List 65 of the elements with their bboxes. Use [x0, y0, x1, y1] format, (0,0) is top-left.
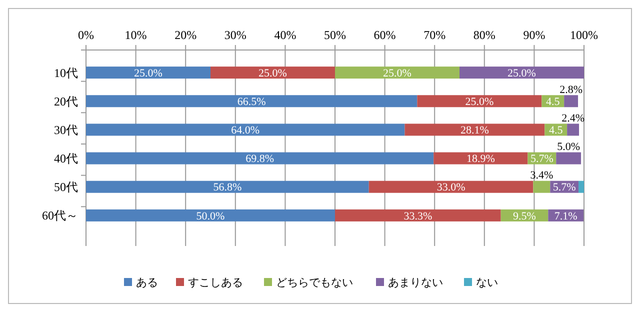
data-label: 5.0%: [557, 141, 580, 154]
data-label: 4.5: [548, 124, 564, 137]
x-tick-label: 100%: [570, 28, 598, 42]
data-label: 25.0%: [383, 67, 412, 80]
x-tick-label: 10%: [124, 28, 147, 42]
bar: [335, 66, 460, 79]
bar: [567, 124, 580, 136]
x-tick-label: 30%: [224, 28, 246, 42]
data-label: 33.3%: [404, 210, 432, 222]
y-tick-label: 60代～: [42, 208, 78, 223]
x-tick-label: 20%: [174, 28, 197, 42]
y-tick-label: 30代: [54, 122, 78, 137]
y-tick-label: 10代: [54, 66, 78, 80]
data-label: 56.8%: [213, 182, 242, 194]
data-label: 64.0%: [231, 124, 260, 137]
data-label: 66.5%: [237, 96, 266, 108]
bar: [434, 152, 528, 164]
x-tick-label: 90%: [523, 28, 546, 42]
bar: [86, 124, 405, 136]
bar: [564, 95, 578, 108]
data-label: 4.5: [546, 96, 560, 108]
data-label: 50.0%: [196, 210, 225, 222]
bar: [578, 180, 584, 193]
bar: [368, 180, 534, 193]
y-tick-label: 40代: [54, 151, 78, 166]
legend-label: すこしある: [188, 276, 243, 289]
data-label: 3.4%: [530, 170, 554, 182]
x-tick-label: 50%: [324, 28, 346, 42]
legend-label: どちらでもない: [276, 276, 353, 289]
bar: [417, 95, 542, 108]
bar: [86, 152, 434, 164]
data-label: 2.4%: [562, 112, 585, 125]
legend-label: ない: [476, 276, 498, 289]
data-label: 5.7%: [530, 153, 554, 166]
data-label: 25.0%: [258, 67, 287, 80]
data-label: 2.8%: [560, 84, 583, 96]
data-label: 25.0%: [134, 67, 162, 80]
bar: [335, 209, 501, 222]
data-label: 28.1%: [460, 124, 489, 137]
bar: [556, 152, 582, 164]
data-label: 69.8%: [246, 153, 274, 166]
data-label: 9.5%: [513, 210, 536, 222]
y-tick-label: 50代: [54, 180, 78, 194]
data-label: 25.0%: [508, 67, 536, 80]
bar: [86, 180, 369, 193]
data-label: 25.0%: [465, 96, 494, 108]
data-label: 7.1%: [554, 210, 578, 222]
x-tick-label: 80%: [473, 28, 496, 42]
x-tick-label: 40%: [274, 28, 296, 42]
y-tick-label: 20代: [54, 94, 78, 108]
bar: [210, 66, 335, 79]
data-label: 33.0%: [436, 182, 466, 194]
bar: [86, 95, 418, 108]
bar: [86, 209, 335, 222]
bar: [86, 66, 210, 79]
bar: [533, 180, 550, 193]
legend-label: あまりない: [388, 276, 443, 289]
bar: [404, 124, 545, 136]
legend-label: ある: [136, 276, 158, 289]
data-label: 5.7%: [552, 182, 576, 194]
x-tick-label: 0%: [78, 28, 94, 42]
x-tick-label: 60%: [374, 28, 396, 42]
x-tick-label: 70%: [424, 28, 446, 42]
data-label: 18.9%: [466, 153, 495, 166]
bar: [460, 66, 584, 79]
